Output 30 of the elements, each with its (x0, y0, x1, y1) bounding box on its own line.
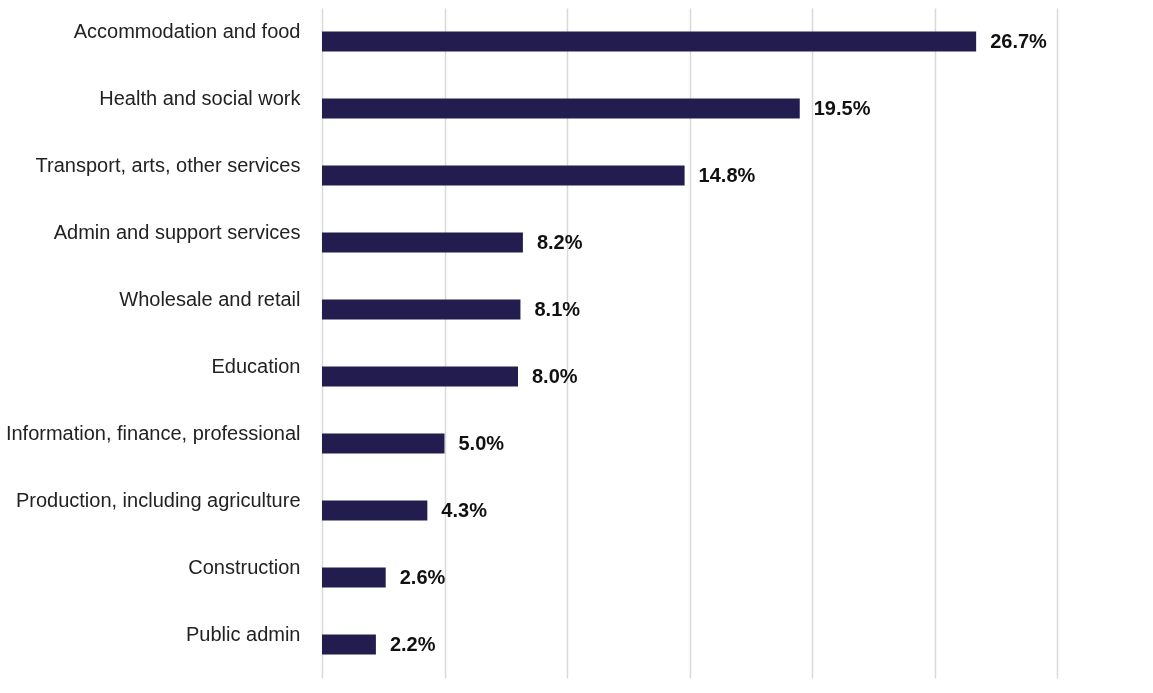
bar (322, 98, 800, 119)
y-tick-label: Information, finance, professional (5, 421, 301, 444)
data-label: 19.5% (813, 96, 871, 119)
data-label: 26.7% (990, 29, 1048, 52)
data-label: 8.0% (532, 364, 578, 387)
data-label: 2.6% (399, 565, 446, 588)
data-label: 2.2% (389, 632, 436, 655)
bar (322, 165, 685, 186)
data-label: 4.3% (441, 498, 488, 521)
y-tick-label: Education (211, 354, 301, 377)
bar (322, 433, 445, 454)
y-tick-label: Construction (188, 555, 301, 578)
y-tick-label: Production, including agriculture (15, 488, 301, 511)
y-tick-label: Admin and support services (53, 220, 301, 243)
y-tick-label: Public admin (185, 622, 301, 645)
bar (322, 31, 977, 52)
bar (322, 299, 521, 320)
data-label: 8.2% (536, 230, 583, 253)
y-tick-label: Accommodation and food (73, 19, 301, 42)
bar (322, 567, 386, 588)
y-tick-label: Wholesale and retail (119, 287, 301, 310)
bar (322, 500, 428, 521)
bar (322, 366, 518, 387)
data-label: 5.0% (458, 431, 505, 454)
data-label: 8.1% (534, 297, 581, 320)
data-label: 14.8% (698, 163, 756, 186)
y-tick-label: Health and social work (99, 86, 302, 109)
bar (322, 232, 523, 253)
y-tick-label: Transport, arts, other services (35, 153, 301, 176)
bar (322, 634, 376, 655)
